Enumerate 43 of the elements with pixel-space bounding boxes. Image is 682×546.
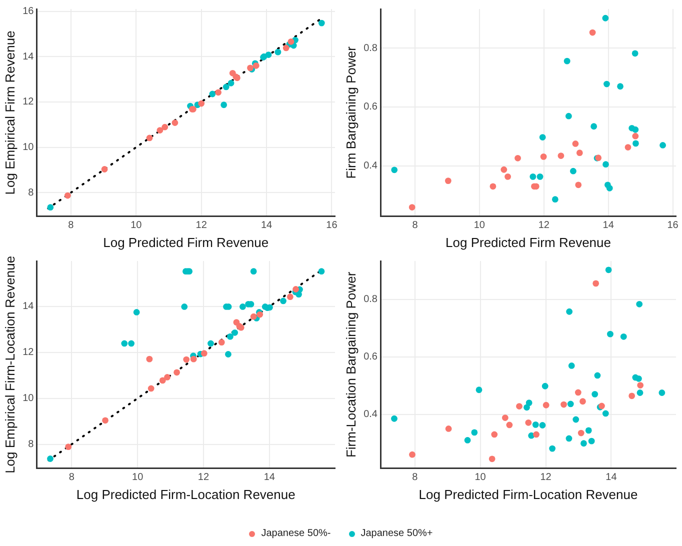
y-axis-title: Log Empirical Firm-Location Revenue	[2, 256, 18, 474]
y-tick-label: 10	[22, 142, 34, 154]
x-tick-label: 12	[540, 472, 552, 484]
x-tick-label: 10	[130, 220, 142, 232]
y-tick-label: 12	[22, 347, 34, 358]
y-axis-title: Log Empirical Firm Revenue	[2, 30, 18, 195]
x-axis-title: Log Predicted Firm Revenue	[103, 234, 269, 250]
y-tick-label: 0.4	[364, 409, 378, 420]
y-tick-label: 0.8	[364, 42, 378, 54]
y-tick-label: 14	[22, 51, 34, 62]
x-tick-label: 8	[412, 220, 418, 232]
x-tick-label: 16	[326, 220, 338, 232]
x-axis-title: Log Predicted Firm-Location Revenue	[76, 486, 296, 502]
x-tick-label: 10	[132, 472, 144, 484]
legend-label: Japanese 50%-	[261, 528, 331, 539]
y-tick-label: 0.8	[364, 294, 378, 306]
y-axis-title: Firm-Location Bargaining Power	[343, 271, 358, 458]
legend-label: Japanese 50%+	[360, 528, 433, 539]
x-tick-label: 10	[474, 472, 486, 484]
y-tick-label: 8	[28, 439, 34, 450]
x-tick-label: 8	[68, 472, 75, 484]
x-tick-label: 12	[538, 220, 550, 232]
x-tick-label: 12	[196, 220, 208, 232]
x-tick-label: 12	[198, 472, 210, 484]
x-tick-label: 16	[667, 220, 679, 232]
y-tick-label: 0.4	[364, 160, 378, 172]
x-tick-label: 14	[606, 472, 618, 484]
x-axis-title: Log Predicted Firm Revenue	[446, 234, 611, 250]
y-tick-label: 12	[22, 96, 34, 108]
x-axis-title: Log Predicted Firm-Location Revenue	[418, 486, 638, 502]
y-tick-label: 0.6	[364, 102, 378, 113]
x-tick-label: 14	[602, 220, 614, 232]
y-axis-title: Firm Bargaining Power	[343, 46, 358, 179]
x-tick-label: 8	[412, 472, 418, 484]
y-tick-label: 14	[22, 301, 34, 312]
x-tick-label: 8	[68, 220, 74, 232]
y-tick-label: 8	[28, 187, 34, 198]
y-tick-label: 0.6	[364, 352, 378, 363]
x-tick-label: 10	[474, 220, 486, 232]
y-tick-label: 10	[22, 393, 34, 404]
x-tick-label: 14	[264, 472, 276, 484]
y-tick-label: 16	[22, 6, 34, 18]
x-tick-label: 14	[260, 220, 273, 232]
